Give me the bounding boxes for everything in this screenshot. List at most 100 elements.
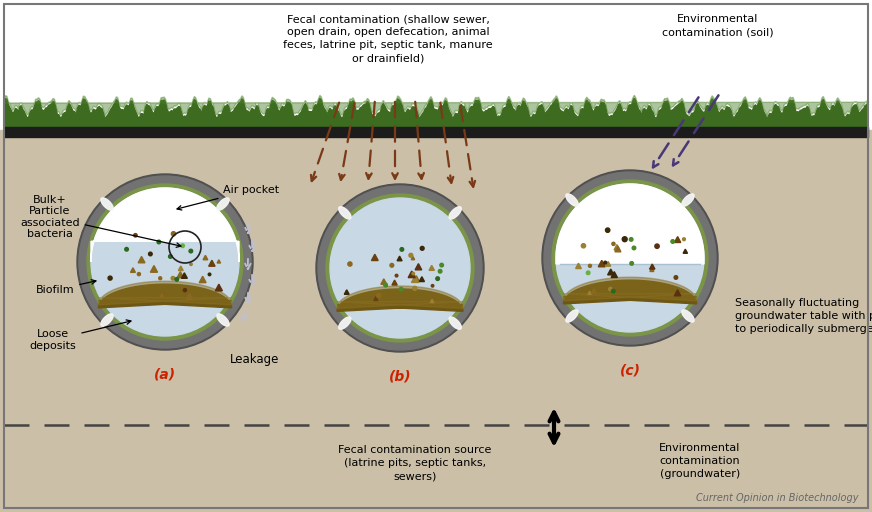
- Polygon shape: [374, 296, 378, 301]
- Polygon shape: [392, 280, 398, 285]
- Circle shape: [181, 244, 184, 248]
- Circle shape: [683, 238, 685, 241]
- Polygon shape: [413, 276, 419, 282]
- Polygon shape: [177, 272, 184, 278]
- Circle shape: [552, 180, 708, 336]
- Circle shape: [632, 246, 636, 250]
- Circle shape: [609, 287, 612, 291]
- Circle shape: [589, 264, 591, 267]
- Polygon shape: [199, 276, 206, 283]
- Circle shape: [655, 244, 659, 248]
- Circle shape: [330, 198, 470, 338]
- Circle shape: [674, 275, 678, 279]
- Text: Air pocket: Air pocket: [177, 185, 279, 210]
- Polygon shape: [650, 268, 654, 271]
- Circle shape: [420, 246, 424, 250]
- Circle shape: [171, 276, 174, 280]
- Ellipse shape: [449, 207, 461, 219]
- Polygon shape: [683, 249, 687, 253]
- Polygon shape: [674, 290, 681, 296]
- Polygon shape: [674, 237, 681, 243]
- Circle shape: [611, 289, 615, 293]
- Circle shape: [412, 272, 414, 275]
- Text: (b): (b): [389, 370, 412, 384]
- Polygon shape: [563, 277, 697, 301]
- Polygon shape: [563, 280, 697, 304]
- Polygon shape: [415, 264, 422, 270]
- Polygon shape: [337, 286, 463, 308]
- Circle shape: [671, 240, 675, 243]
- Polygon shape: [99, 284, 232, 308]
- Polygon shape: [138, 257, 145, 263]
- Polygon shape: [131, 268, 135, 272]
- Bar: [0, 130, 872, 512]
- Circle shape: [399, 287, 403, 291]
- Polygon shape: [556, 184, 704, 264]
- Circle shape: [623, 237, 627, 242]
- Ellipse shape: [101, 314, 113, 326]
- Polygon shape: [160, 294, 164, 297]
- Polygon shape: [150, 266, 158, 272]
- Ellipse shape: [217, 314, 229, 326]
- Circle shape: [133, 233, 137, 237]
- Circle shape: [395, 274, 398, 277]
- Polygon shape: [614, 245, 620, 250]
- Ellipse shape: [566, 194, 578, 206]
- Circle shape: [542, 170, 718, 346]
- Polygon shape: [381, 279, 387, 284]
- Polygon shape: [4, 98, 868, 127]
- Text: (c): (c): [619, 364, 641, 378]
- Polygon shape: [606, 262, 610, 266]
- Circle shape: [605, 228, 610, 232]
- Polygon shape: [408, 271, 415, 278]
- Text: Biofilm: Biofilm: [36, 280, 96, 295]
- Circle shape: [630, 262, 633, 265]
- Circle shape: [603, 261, 607, 264]
- Ellipse shape: [217, 198, 229, 210]
- Circle shape: [77, 174, 253, 350]
- Circle shape: [316, 184, 484, 352]
- Polygon shape: [397, 256, 402, 261]
- Circle shape: [400, 248, 404, 251]
- Polygon shape: [217, 288, 221, 291]
- Circle shape: [125, 247, 128, 251]
- Circle shape: [544, 172, 716, 344]
- Circle shape: [432, 285, 433, 287]
- Polygon shape: [412, 276, 419, 283]
- Polygon shape: [430, 299, 434, 303]
- Circle shape: [612, 242, 615, 245]
- Polygon shape: [611, 272, 617, 278]
- Ellipse shape: [682, 310, 694, 322]
- Ellipse shape: [682, 194, 694, 206]
- Circle shape: [439, 263, 444, 267]
- Polygon shape: [419, 276, 425, 282]
- Polygon shape: [344, 290, 349, 294]
- Text: Fecal contamination (shallow sewer,
open drain, open defecation, animal
feces, l: Fecal contamination (shallow sewer, open…: [283, 14, 493, 63]
- Polygon shape: [91, 188, 239, 262]
- Polygon shape: [598, 260, 605, 267]
- Circle shape: [377, 293, 381, 297]
- Polygon shape: [99, 281, 232, 305]
- Ellipse shape: [566, 310, 578, 322]
- Circle shape: [172, 231, 175, 236]
- Polygon shape: [179, 266, 183, 270]
- Circle shape: [326, 194, 474, 342]
- Ellipse shape: [338, 207, 351, 219]
- Circle shape: [385, 284, 387, 287]
- Circle shape: [91, 188, 239, 336]
- Polygon shape: [203, 255, 208, 260]
- Circle shape: [87, 184, 243, 340]
- Polygon shape: [429, 265, 434, 270]
- Circle shape: [409, 253, 412, 257]
- Circle shape: [556, 184, 704, 332]
- Polygon shape: [576, 263, 582, 268]
- Text: Loose
deposits: Loose deposits: [30, 320, 131, 351]
- Text: Seasonally fluctuating
groundwater table with potential
to periodically submerge: Seasonally fluctuating groundwater table…: [735, 298, 872, 334]
- Polygon shape: [591, 289, 596, 293]
- Circle shape: [436, 277, 439, 281]
- Polygon shape: [608, 269, 614, 275]
- Circle shape: [148, 252, 153, 256]
- Polygon shape: [371, 254, 378, 261]
- Polygon shape: [187, 294, 193, 300]
- Circle shape: [137, 272, 140, 275]
